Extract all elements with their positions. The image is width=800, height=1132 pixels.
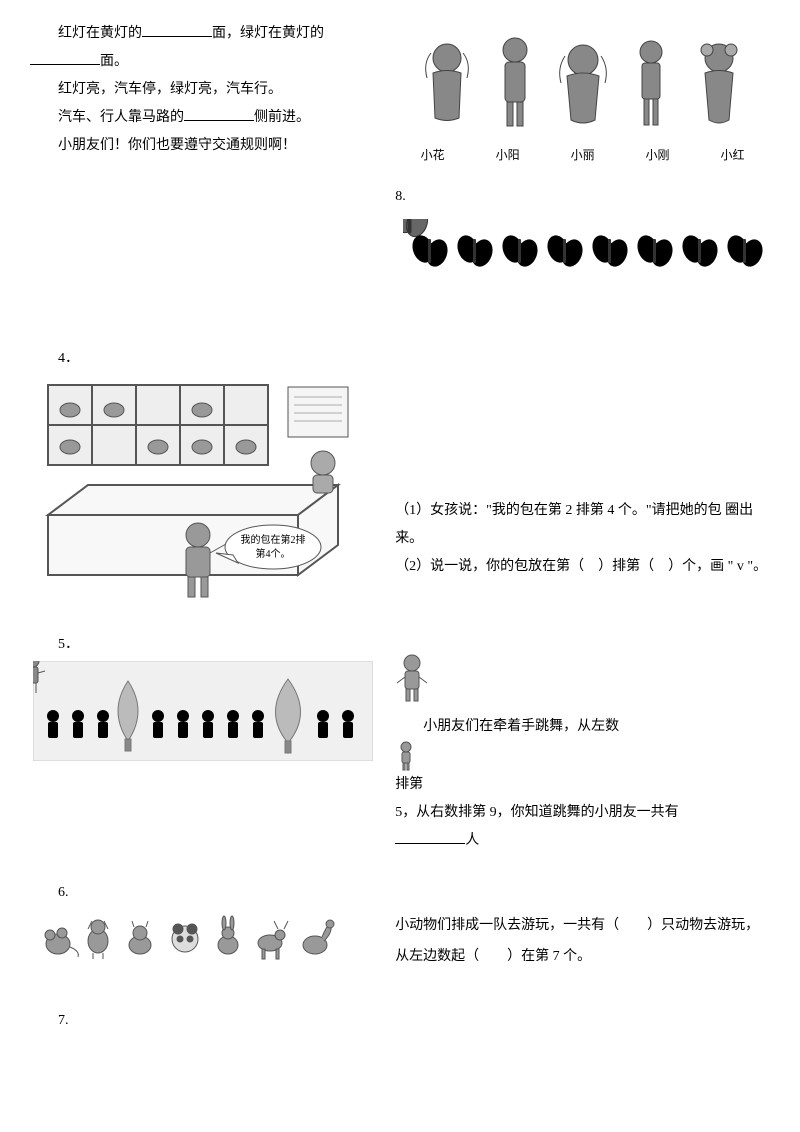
q4-section: 我的包在第2排 第4个。 （1）女孩说："我的包在第 2 排第 4 个。"请把她… [30,367,770,613]
q5-svg-box [30,661,375,761]
q5-line2: 5，从右数排第 9，你知道跳舞的小朋友一共有 [395,799,770,827]
q3-t3: 面。 [100,54,128,69]
kids-names: 小花 小阳 小丽 小刚 小红 [395,146,770,163]
q6-r1: 小动物们排成一队去游玩，一共有（ ）只动物去游玩，从左边数起（ ）在第 7 个。 [395,911,770,973]
q4-text: （1）女孩说："我的包在第 2 排第 4 个。"请把她的包 圈出来。 （2）说一… [385,367,770,613]
q5-standin-box [395,653,770,703]
q4-image: 我的包在第2排 第4个。 [30,367,385,613]
blank-q5[interactable] [395,830,465,844]
q4-num: 4． [30,347,770,367]
kid-name-3: 小刚 [646,146,670,163]
blank-1[interactable] [142,23,212,37]
q8-num: 8. [395,183,770,211]
q3-t4: 汽车、行人靠马路的 [58,110,184,125]
q3-line2: 面。 [30,48,375,76]
q3-line1: 红灯在黄灯的 面，绿灯在黄灯的 [30,20,375,48]
q7-num: 7. [30,1013,770,1029]
q5-t1: 小朋友们在牵着手跳舞，从左数 [423,719,619,734]
q3-text: 红灯在黄灯的 面，绿灯在黄灯的 面。 红灯亮，汽车停，绿灯亮，汽车行。 汽车、行人… [30,20,385,287]
kid-name-4: 小红 [720,146,744,163]
shelf-illustration: 我的包在第2排 第4个。 [38,375,368,605]
q3-t1: 红灯在黄灯的 [58,26,142,41]
top-section: 红灯在黄灯的 面，绿灯在黄灯的 面。 红灯亮，汽车停，绿灯亮，汽车行。 汽车、行人… [30,20,770,287]
q4-r2: （2）说一说，你的包放在第（ ）排第（ ）个，画 " v "。 [395,553,770,581]
butterflies-illustration [403,219,763,279]
dancing-illustration [33,661,373,761]
q5-image [30,653,385,855]
kids-svg-box [395,28,770,138]
standing-kid-icon [395,653,429,703]
svg-text:我的包在第2排: 我的包在第2排 [240,533,305,546]
butterflies-box [395,219,770,279]
q6-svg-box [30,909,375,964]
q3-line3: 红灯亮，汽车停，绿灯亮，汽车行。 [30,76,375,104]
q3-line4: 汽车、行人靠马路的 侧前进。 [30,104,375,132]
q5-t2: 排第 [395,777,423,792]
animals-illustration [40,909,340,964]
q6-image [30,901,385,973]
q4-r1: （1）女孩说："我的包在第 2 排第 4 个。"请把她的包 圈出来。 [395,497,770,553]
q5-line1: 小朋友们在牵着手跳舞，从左数 排第 [395,713,770,799]
kid-name-0: 小花 [421,146,445,163]
kids-figure: 小花 小阳 小丽 小刚 小红 8. [385,20,770,287]
q5-line3: 人 [395,827,770,855]
blank-3[interactable] [184,107,254,121]
q6-text: 小动物们排成一队去游玩，一共有（ ）只动物去游玩，从左边数起（ ）在第 7 个。 [385,901,770,973]
svg-text:第4个。: 第4个。 [255,547,290,560]
q6-num: 6. [30,885,770,901]
q3-line5: 小朋友们！你们也要遵守交通规则啊！ [30,132,375,160]
kids-illustration [413,28,753,138]
inline-kid-icon [395,741,417,771]
q5-text: 小朋友们在牵着手跳舞，从左数 排第 5，从右数排第 9，你知道跳舞的小朋友一共有… [385,653,770,855]
blank-2[interactable] [30,51,100,65]
q6-section: 小动物们排成一队去游玩，一共有（ ）只动物去游玩，从左边数起（ ）在第 7 个。 [30,901,770,973]
q5-section: 小朋友们在牵着手跳舞，从左数 排第 5，从右数排第 9，你知道跳舞的小朋友一共有… [30,653,770,855]
kid-name-2: 小丽 [571,146,595,163]
q3-t2: 面，绿灯在黄灯的 [212,26,324,41]
q5-num: 5． [30,633,770,653]
q4-svg-box: 我的包在第2排 第4个。 [30,375,375,605]
q3-t5: 侧前进。 [254,110,310,125]
q5-t3: 人 [465,833,479,848]
kid-name-1: 小阳 [496,146,520,163]
